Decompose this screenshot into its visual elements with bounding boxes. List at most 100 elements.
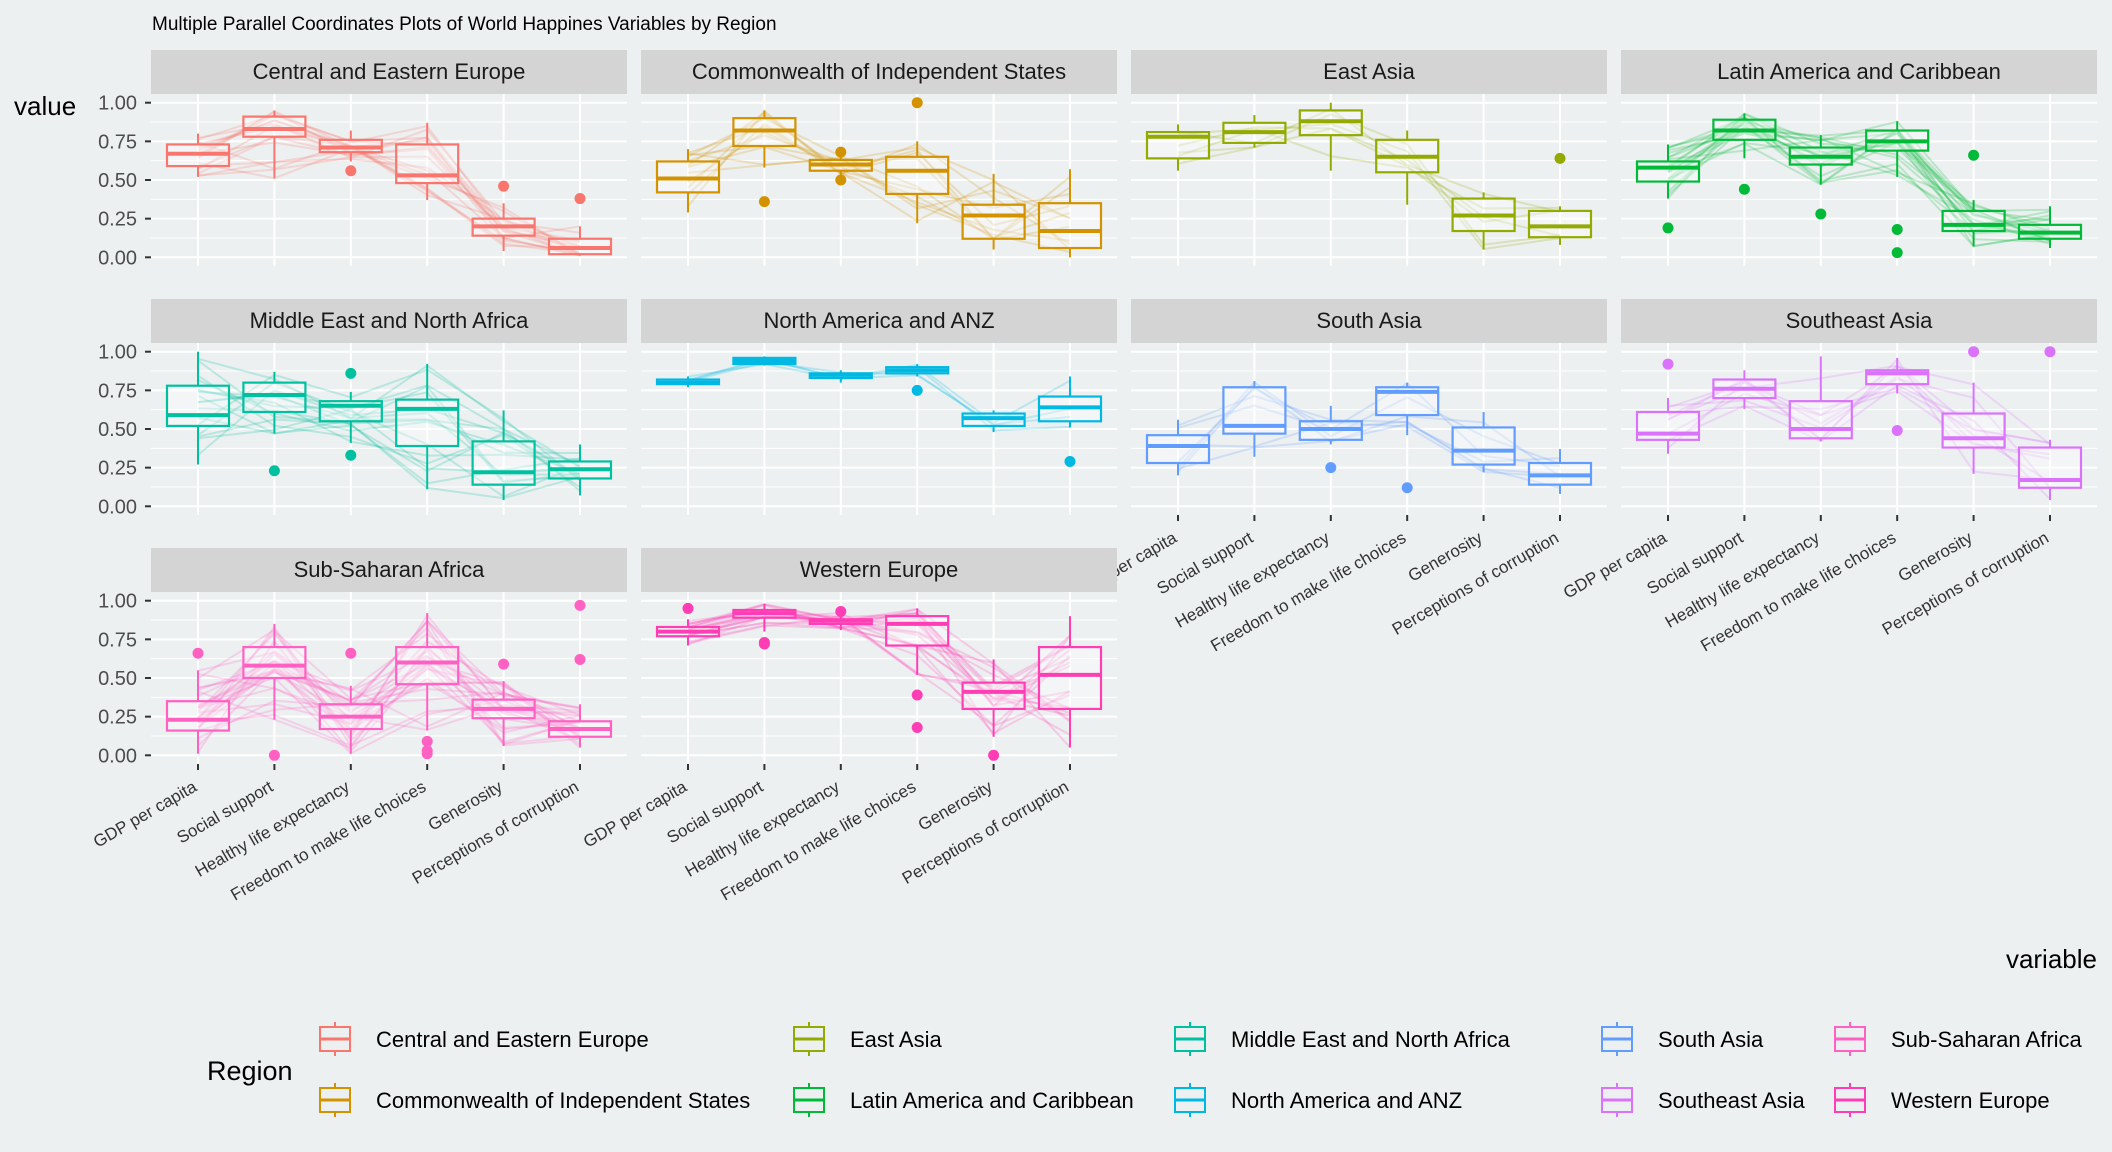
parallel-line xyxy=(687,131,1071,239)
parallel-line xyxy=(197,135,581,257)
parallel-line xyxy=(687,615,1071,688)
parallel-line xyxy=(1667,381,2051,456)
boxplot xyxy=(242,110,307,179)
parallel-line xyxy=(197,114,581,257)
y-tick-label: 0.75 xyxy=(98,131,137,153)
boxplot xyxy=(732,110,797,208)
parallel-line xyxy=(687,612,1071,693)
facet-strip xyxy=(641,548,1117,592)
facet-strip-label: Commonwealth of Independent States xyxy=(692,59,1066,84)
parallel-line xyxy=(1667,132,2051,242)
box-iqr xyxy=(165,384,231,428)
parallel-line xyxy=(197,125,581,257)
facet-strip-label: Sub-Saharan Africa xyxy=(294,557,486,582)
outlier-point xyxy=(498,658,510,670)
parallel-line xyxy=(197,651,581,739)
parallel-line xyxy=(1177,421,1561,478)
y-tick-label: 1.00 xyxy=(98,93,137,115)
outlier-point xyxy=(911,689,923,701)
parallel-line xyxy=(197,379,581,475)
y-tick-label: 1.00 xyxy=(98,591,137,613)
parallel-line xyxy=(197,374,581,489)
box-iqr xyxy=(1451,426,1516,466)
parallel-line xyxy=(197,676,581,755)
outlier-point xyxy=(988,749,1000,761)
outlier-point xyxy=(911,384,923,396)
outlier-point xyxy=(1401,482,1413,494)
boxplot xyxy=(318,130,383,177)
y-tick-label: 0.75 xyxy=(98,380,137,402)
boxplot xyxy=(1635,144,1701,234)
facet-panels: Central and Eastern Europe 0.00 0.25 0.50 0.… xyxy=(90,50,2097,904)
outlier-point xyxy=(268,749,280,761)
parallel-line xyxy=(197,672,581,731)
legend-item: South Asia xyxy=(1601,1022,1764,1056)
box-iqr xyxy=(242,381,307,414)
parallel-line xyxy=(687,602,1071,735)
box-iqr xyxy=(1145,434,1211,465)
parallel-line xyxy=(197,625,581,743)
parallel-line xyxy=(197,626,581,747)
parallel-line xyxy=(687,113,1071,241)
outlier-point xyxy=(574,599,586,611)
outlier-point xyxy=(1968,149,1980,161)
outlier-point xyxy=(1554,152,1566,164)
facet-strip-label: Middle East and North Africa xyxy=(250,308,530,333)
boxplot xyxy=(165,351,231,465)
outlier-point xyxy=(1738,183,1750,195)
outlier-point xyxy=(421,735,433,747)
y-axis-title: value xyxy=(14,91,76,121)
parallel-line xyxy=(197,654,581,733)
boxplot xyxy=(1527,449,1593,494)
parallel-line xyxy=(687,611,1071,708)
parallel-line xyxy=(1177,127,1561,223)
parallel-line xyxy=(1177,380,1561,469)
box-iqr xyxy=(242,645,307,680)
parallel-line xyxy=(687,612,1071,709)
outlier-point xyxy=(1325,462,1337,474)
facet-strip xyxy=(151,50,627,94)
box-iqr xyxy=(885,615,950,647)
facet-strip xyxy=(641,299,1117,343)
parallel-line xyxy=(1667,116,2051,243)
parallel-line xyxy=(1667,116,2051,248)
boxplot xyxy=(732,603,797,650)
outlier-point xyxy=(1815,208,1827,220)
facet-panel: Middle East and North Africa 0.00 0.25 0.50… xyxy=(98,299,627,518)
legend-label: Western Europe xyxy=(1891,1088,2050,1113)
legend-label: Southeast Asia xyxy=(1658,1088,1806,1113)
box-iqr xyxy=(1941,209,2006,233)
parallel-line xyxy=(197,664,581,744)
box-iqr xyxy=(1788,400,1853,440)
box-iqr xyxy=(395,645,460,686)
legend-item: Middle East and North Africa xyxy=(1174,1022,1511,1056)
parallel-line xyxy=(197,384,581,492)
parallel-line xyxy=(1177,387,1561,489)
parallel-line xyxy=(197,149,581,257)
parallel-line xyxy=(197,395,581,477)
outlier-point xyxy=(835,174,847,186)
boxplot xyxy=(1222,115,1287,148)
boxplot xyxy=(961,659,1026,761)
boxplot xyxy=(961,410,1026,433)
outlier-point xyxy=(192,647,204,659)
legend-label: North America and ANZ xyxy=(1231,1088,1462,1113)
parallel-line xyxy=(197,418,581,500)
parallel-line xyxy=(1667,364,2051,460)
outlier-point xyxy=(345,647,357,659)
parallel-line xyxy=(687,144,1071,251)
boxplot xyxy=(655,602,721,646)
parallel-line xyxy=(197,640,581,726)
y-tick-label: 1.00 xyxy=(98,342,137,364)
parallel-line xyxy=(1177,385,1561,478)
parallel-line xyxy=(1667,357,2051,481)
facet-strip-label: Latin America and Caribbean xyxy=(1717,59,2001,84)
boxplot xyxy=(655,149,721,213)
boxplot xyxy=(1375,130,1440,205)
parallel-line xyxy=(197,629,581,731)
parallel-line xyxy=(197,124,581,248)
boxplot xyxy=(318,367,383,461)
legend-item: Latin America and Caribbean xyxy=(793,1083,1134,1117)
outlier-point xyxy=(682,602,694,614)
boxplot xyxy=(547,193,613,256)
